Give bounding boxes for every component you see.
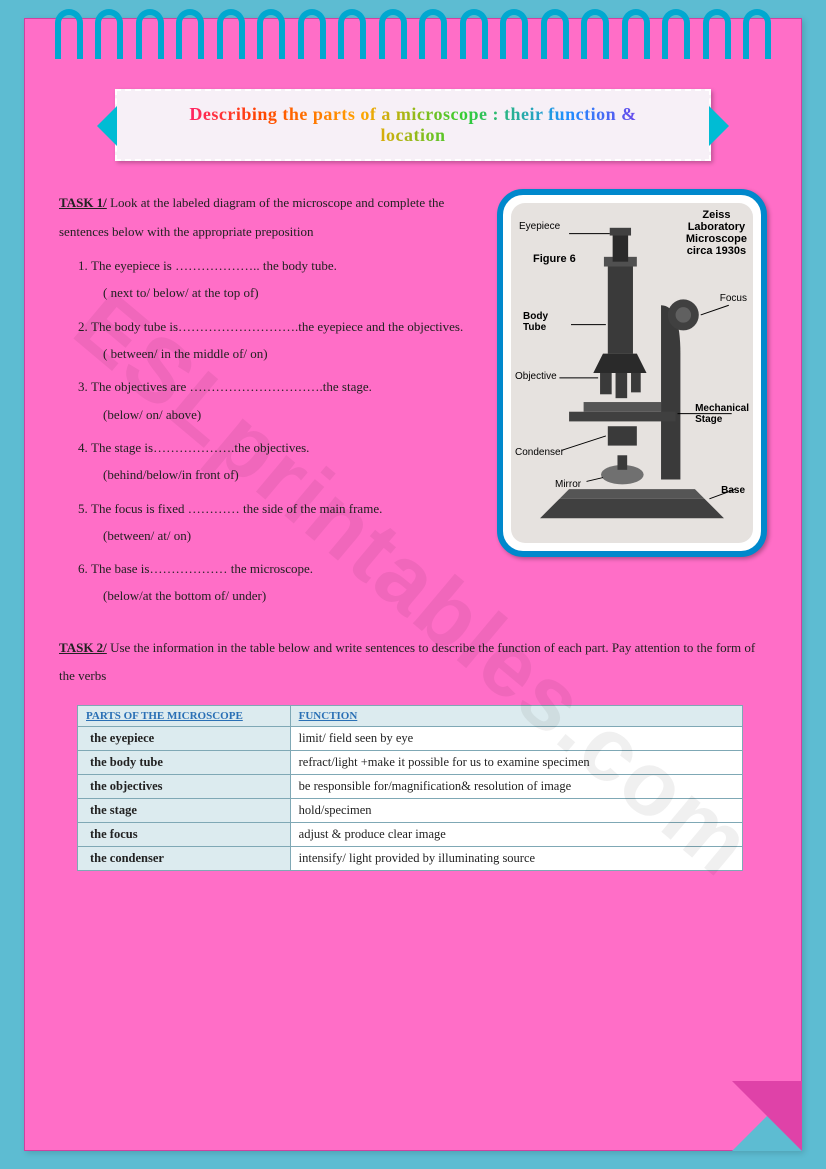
question-6-options: (below/at the bottom of/ under): [91, 582, 767, 609]
label-body-tube: Body Tube: [523, 311, 548, 333]
question-5-text: The focus is fixed ………… the side of the …: [91, 501, 382, 516]
question-4-text: The stage is……………….the objectives.: [91, 440, 309, 455]
page-title: Describing the parts of a microscope : t…: [157, 104, 669, 146]
ribbon-right-icon: [709, 106, 729, 146]
title-banner: Describing the parts of a microscope : t…: [115, 89, 711, 161]
table-row: the objectives be responsible for/magnif…: [78, 774, 743, 798]
task2-intro: Use the information in the table below a…: [59, 640, 755, 684]
header-function: FUNCTION: [290, 705, 742, 726]
spiral-binding: [45, 9, 781, 69]
question-2-text: The body tube is……………………….the eyepiece a…: [91, 319, 463, 334]
part-cell: the objectives: [78, 774, 291, 798]
label-objective: Objective: [515, 371, 557, 382]
figure-frame: Zeiss Laboratory Microscope circa 1930s …: [497, 189, 767, 557]
table-row: the body tube refract/light +make it pos…: [78, 750, 743, 774]
function-cell: hold/specimen: [290, 798, 742, 822]
microscope-diagram: Zeiss Laboratory Microscope circa 1930s …: [511, 203, 753, 543]
label-base: Base: [721, 485, 745, 496]
function-table-wrap: PARTS OF THE MICROSCOPE FUNCTION the eye…: [59, 705, 767, 871]
part-cell: the stage: [78, 798, 291, 822]
function-cell: be responsible for/magnification& resolu…: [290, 774, 742, 798]
part-cell: the body tube: [78, 750, 291, 774]
task1-label: TASK 1/: [59, 195, 107, 210]
microscope-figure: Zeiss Laboratory Microscope circa 1930s …: [497, 189, 767, 557]
label-condenser: Condenser: [515, 447, 564, 458]
function-cell: refract/light +make it possible for us t…: [290, 750, 742, 774]
table-row: the eyepiece limit/ field seen by eye: [78, 726, 743, 750]
ribbon-left-icon: [97, 106, 117, 146]
part-cell: the focus: [78, 822, 291, 846]
label-eyepiece: Eyepiece: [519, 221, 560, 232]
table-row: the focus adjust & produce clear image: [78, 822, 743, 846]
function-cell: adjust & produce clear image: [290, 822, 742, 846]
question-3-text: The objectives are ………………………….the stage.: [91, 379, 372, 394]
header-parts: PARTS OF THE MICROSCOPE: [78, 705, 291, 726]
function-cell: intensify/ light provided by illuminatin…: [290, 846, 742, 870]
table-row: the condenser intensify/ light provided …: [78, 846, 743, 870]
table-header-row: PARTS OF THE MICROSCOPE FUNCTION: [78, 705, 743, 726]
task2-block: TASK 2/ Use the information in the table…: [59, 634, 767, 691]
part-cell: the condenser: [78, 846, 291, 870]
label-focus: Focus: [720, 293, 747, 304]
question-1-text: The eyepiece is ……………….. the body tube.: [91, 258, 337, 273]
part-cell: the eyepiece: [78, 726, 291, 750]
content-area: Zeiss Laboratory Microscope circa 1930s …: [59, 189, 767, 871]
task1-intro: Look at the labeled diagram of the micro…: [59, 195, 444, 239]
worksheet-page: Describing the parts of a microscope : t…: [24, 18, 802, 1151]
table-row: the stage hold/specimen: [78, 798, 743, 822]
question-6: The base is……………… the microscope. (below…: [91, 555, 767, 610]
page-curl-icon: [732, 1081, 802, 1151]
task2-label: TASK 2/: [59, 640, 107, 655]
function-cell: limit/ field seen by eye: [290, 726, 742, 750]
function-table: PARTS OF THE MICROSCOPE FUNCTION the eye…: [77, 705, 743, 871]
question-6-text: The base is……………… the microscope.: [91, 561, 313, 576]
label-mechanical-stage: Mechanical Stage: [695, 403, 749, 425]
label-mirror: Mirror: [555, 479, 581, 490]
